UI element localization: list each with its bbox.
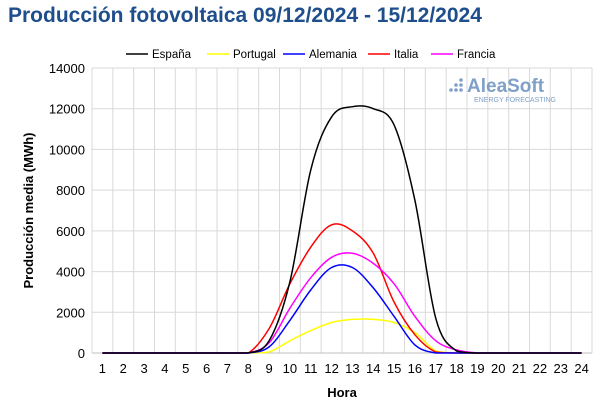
logo-tagline: ENERGY FORECASTING	[474, 97, 556, 104]
x-tick-label: 24	[574, 361, 588, 376]
x-tick-label: 22	[533, 361, 547, 376]
y-tick-label: 0	[78, 346, 85, 361]
x-tick-label: 18	[449, 361, 463, 376]
gridlines	[91, 67, 593, 354]
x-tick-label: 2	[120, 361, 127, 376]
y-tick-label: 4000	[56, 265, 85, 280]
x-tick-label: 21	[512, 361, 526, 376]
x-tick-label: 19	[470, 361, 484, 376]
x-tick-label: 13	[345, 361, 359, 376]
logo-wordmark: AleaSoft	[467, 76, 545, 97]
x-tick-label: 20	[491, 361, 505, 376]
x-tick-label: 11	[304, 361, 318, 376]
legend: España Portugal Alemania Italia Francia	[126, 49, 496, 61]
chart-title: Producción fotovoltaica 09/12/2024 - 15/…	[8, 4, 482, 27]
legend-label: Francia	[457, 49, 496, 61]
x-axis-title: Hora	[327, 385, 357, 400]
x-tick-label: 9	[265, 361, 272, 376]
y-tick-label: 6000	[56, 224, 85, 239]
y-tick-label: 12000	[49, 102, 85, 117]
y-tick-label: 10000	[49, 142, 85, 157]
y-axis-title: Producción media (MWh)	[21, 133, 36, 289]
y-tick-label: 14000	[49, 61, 85, 76]
x-tick-label: 5	[182, 361, 189, 376]
x-tick-label: 15	[387, 361, 401, 376]
x-tick-label: 3	[140, 361, 147, 376]
x-tick-label: 23	[554, 361, 568, 376]
series-line-españa	[102, 105, 582, 354]
y-tick-label: 8000	[56, 183, 85, 198]
x-tick-label: 7	[224, 361, 231, 376]
x-tick-label: 6	[203, 361, 210, 376]
x-tick-label: 14	[366, 361, 380, 376]
x-tick-label: 1	[99, 361, 106, 376]
series-lines	[102, 105, 582, 354]
x-tick-label: 8	[245, 361, 252, 376]
y-tick-label: 2000	[56, 305, 85, 320]
aleasoft-logo: AleaSoft ENERGY FORECASTING	[449, 76, 556, 104]
legend-label: Italia	[394, 49, 419, 61]
legend-label: Alemania	[309, 49, 358, 61]
x-tick-label: 10	[283, 361, 297, 376]
x-tick-label: 12	[324, 361, 338, 376]
x-tick-label: 4	[161, 361, 168, 376]
x-tick-label: 16	[408, 361, 422, 376]
logo-dots-icon	[449, 78, 463, 92]
legend-label: Portugal	[233, 49, 276, 61]
x-tick-label: 17	[429, 361, 443, 376]
legend-label: España	[152, 49, 192, 61]
